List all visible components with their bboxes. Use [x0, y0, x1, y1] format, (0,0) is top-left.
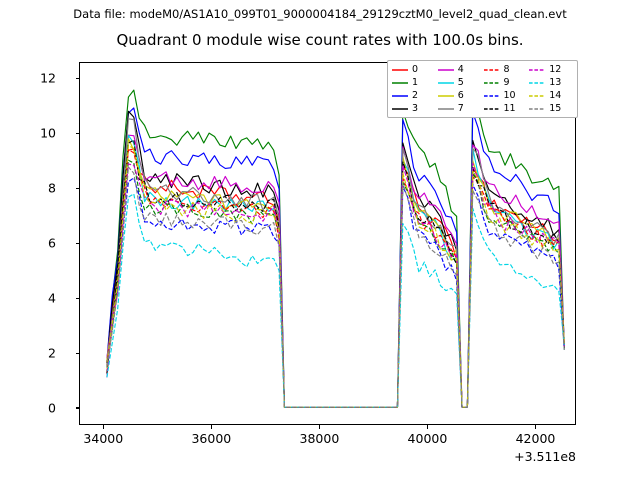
y-tick-label: 12: [40, 70, 56, 86]
legend-item-9[interactable]: 9: [483, 76, 529, 89]
x-tick-mark: [318, 425, 320, 429]
legend-label-7: 7: [457, 102, 464, 114]
legend-item-10[interactable]: 10: [483, 89, 529, 102]
data-file-label: Data file: modeM0/AS1A10_099T01_90000041…: [73, 7, 567, 21]
series-line-13: [106, 193, 565, 408]
legend-swatch-5: [437, 81, 454, 84]
legend-swatch-1: [392, 81, 408, 84]
legend-item-12[interactable]: 12: [528, 63, 574, 76]
page-title: Quadrant 0 module wise count rates with …: [116, 31, 524, 49]
legend-label-0: 0: [412, 63, 419, 75]
legend-label-11: 11: [503, 102, 516, 114]
y-tick-label: 6: [48, 235, 56, 251]
x-tick-label: 34000: [83, 431, 124, 446]
legend-item-6[interactable]: 6: [437, 89, 483, 102]
legend-swatch-11: [483, 107, 500, 110]
legend-swatch-13: [529, 81, 546, 84]
legend-swatch-3: [392, 107, 408, 110]
legend-label-12: 12: [549, 63, 562, 75]
legend-swatch-15: [529, 107, 546, 110]
x-tick-mark: [534, 425, 537, 429]
y-tick-label: 8: [48, 180, 56, 196]
legend-label-14: 14: [549, 89, 562, 101]
series-line-7: [106, 118, 565, 408]
legend-swatch-4: [437, 68, 454, 71]
series-line-14: [106, 145, 565, 408]
legend-label-8: 8: [503, 63, 510, 75]
x-axis-offset-label: +3.511e8: [514, 449, 576, 464]
x-tick-label: 38000: [299, 431, 340, 446]
legend-label-15: 15: [549, 102, 562, 114]
legend-label-5: 5: [457, 76, 464, 88]
legend-item-14[interactable]: 14: [528, 89, 574, 102]
legend-item-4[interactable]: 4: [437, 63, 483, 76]
legend-swatch-2: [392, 94, 408, 97]
y-tick-mark: [75, 407, 79, 409]
series-line-2: [106, 107, 565, 408]
legend-swatch-8: [483, 68, 500, 71]
series-line-15: [106, 166, 565, 408]
legend-item-15[interactable]: 15: [528, 102, 574, 115]
legend: 0 4 8 12 1 5 9 13 2 6 10 14 3 7 11 15: [387, 60, 578, 118]
legend-swatch-0: [392, 68, 408, 71]
y-tick-mark: [75, 297, 79, 299]
legend-item-0[interactable]: 0: [391, 63, 437, 76]
x-tick-mark: [102, 425, 104, 429]
legend-item-1[interactable]: 1: [391, 76, 437, 89]
legend-item-5[interactable]: 5: [437, 76, 483, 89]
legend-item-2[interactable]: 2: [391, 89, 437, 102]
legend-label-9: 9: [503, 76, 510, 88]
x-tick-mark: [210, 425, 212, 429]
y-tick-mark: [75, 352, 79, 354]
legend-label-10: 10: [503, 89, 516, 101]
x-tick-label: 36000: [191, 431, 232, 446]
y-tick-mark: [75, 132, 79, 134]
legend-item-8[interactable]: 8: [483, 63, 529, 76]
x-tick-mark: [426, 425, 429, 429]
y-tick-label: 0: [48, 400, 56, 416]
legend-swatch-6: [437, 94, 454, 97]
series-line-8: [106, 148, 565, 408]
y-tick-mark: [75, 187, 79, 189]
y-tick-label: 2: [48, 345, 56, 361]
y-tick-label: 10: [40, 125, 56, 141]
x-tick-label: 40000: [407, 431, 448, 446]
legend-item-11[interactable]: 11: [483, 102, 529, 115]
legend-label-2: 2: [412, 89, 419, 101]
legend-label-6: 6: [457, 89, 464, 101]
legend-item-3[interactable]: 3: [391, 102, 437, 115]
series-line-12: [106, 162, 565, 408]
legend-swatch-12: [529, 68, 546, 71]
legend-label-1: 1: [412, 76, 419, 88]
legend-label-13: 13: [549, 76, 562, 88]
legend-item-7[interactable]: 7: [437, 102, 483, 115]
series-line-9: [106, 159, 565, 408]
legend-label-4: 4: [457, 63, 464, 75]
legend-swatch-14: [529, 94, 546, 97]
y-tick-mark: [75, 242, 79, 244]
x-tick-label: 42000: [515, 431, 556, 446]
y-tick-mark: [75, 77, 79, 80]
line-chart-canvas: [106, 89, 565, 408]
legend-swatch-9: [483, 81, 500, 84]
legend-swatch-7: [437, 107, 454, 110]
legend-item-13[interactable]: 13: [528, 76, 574, 89]
series-line-1: [106, 89, 565, 408]
y-tick-label: 4: [48, 290, 56, 306]
plot-axes: [79, 62, 576, 425]
legend-label-3: 3: [412, 102, 419, 114]
legend-swatch-10: [483, 94, 500, 97]
legend-grid: 0 4 8 12 1 5 9 13 2 6 10 14 3 7 11 15: [391, 63, 574, 115]
